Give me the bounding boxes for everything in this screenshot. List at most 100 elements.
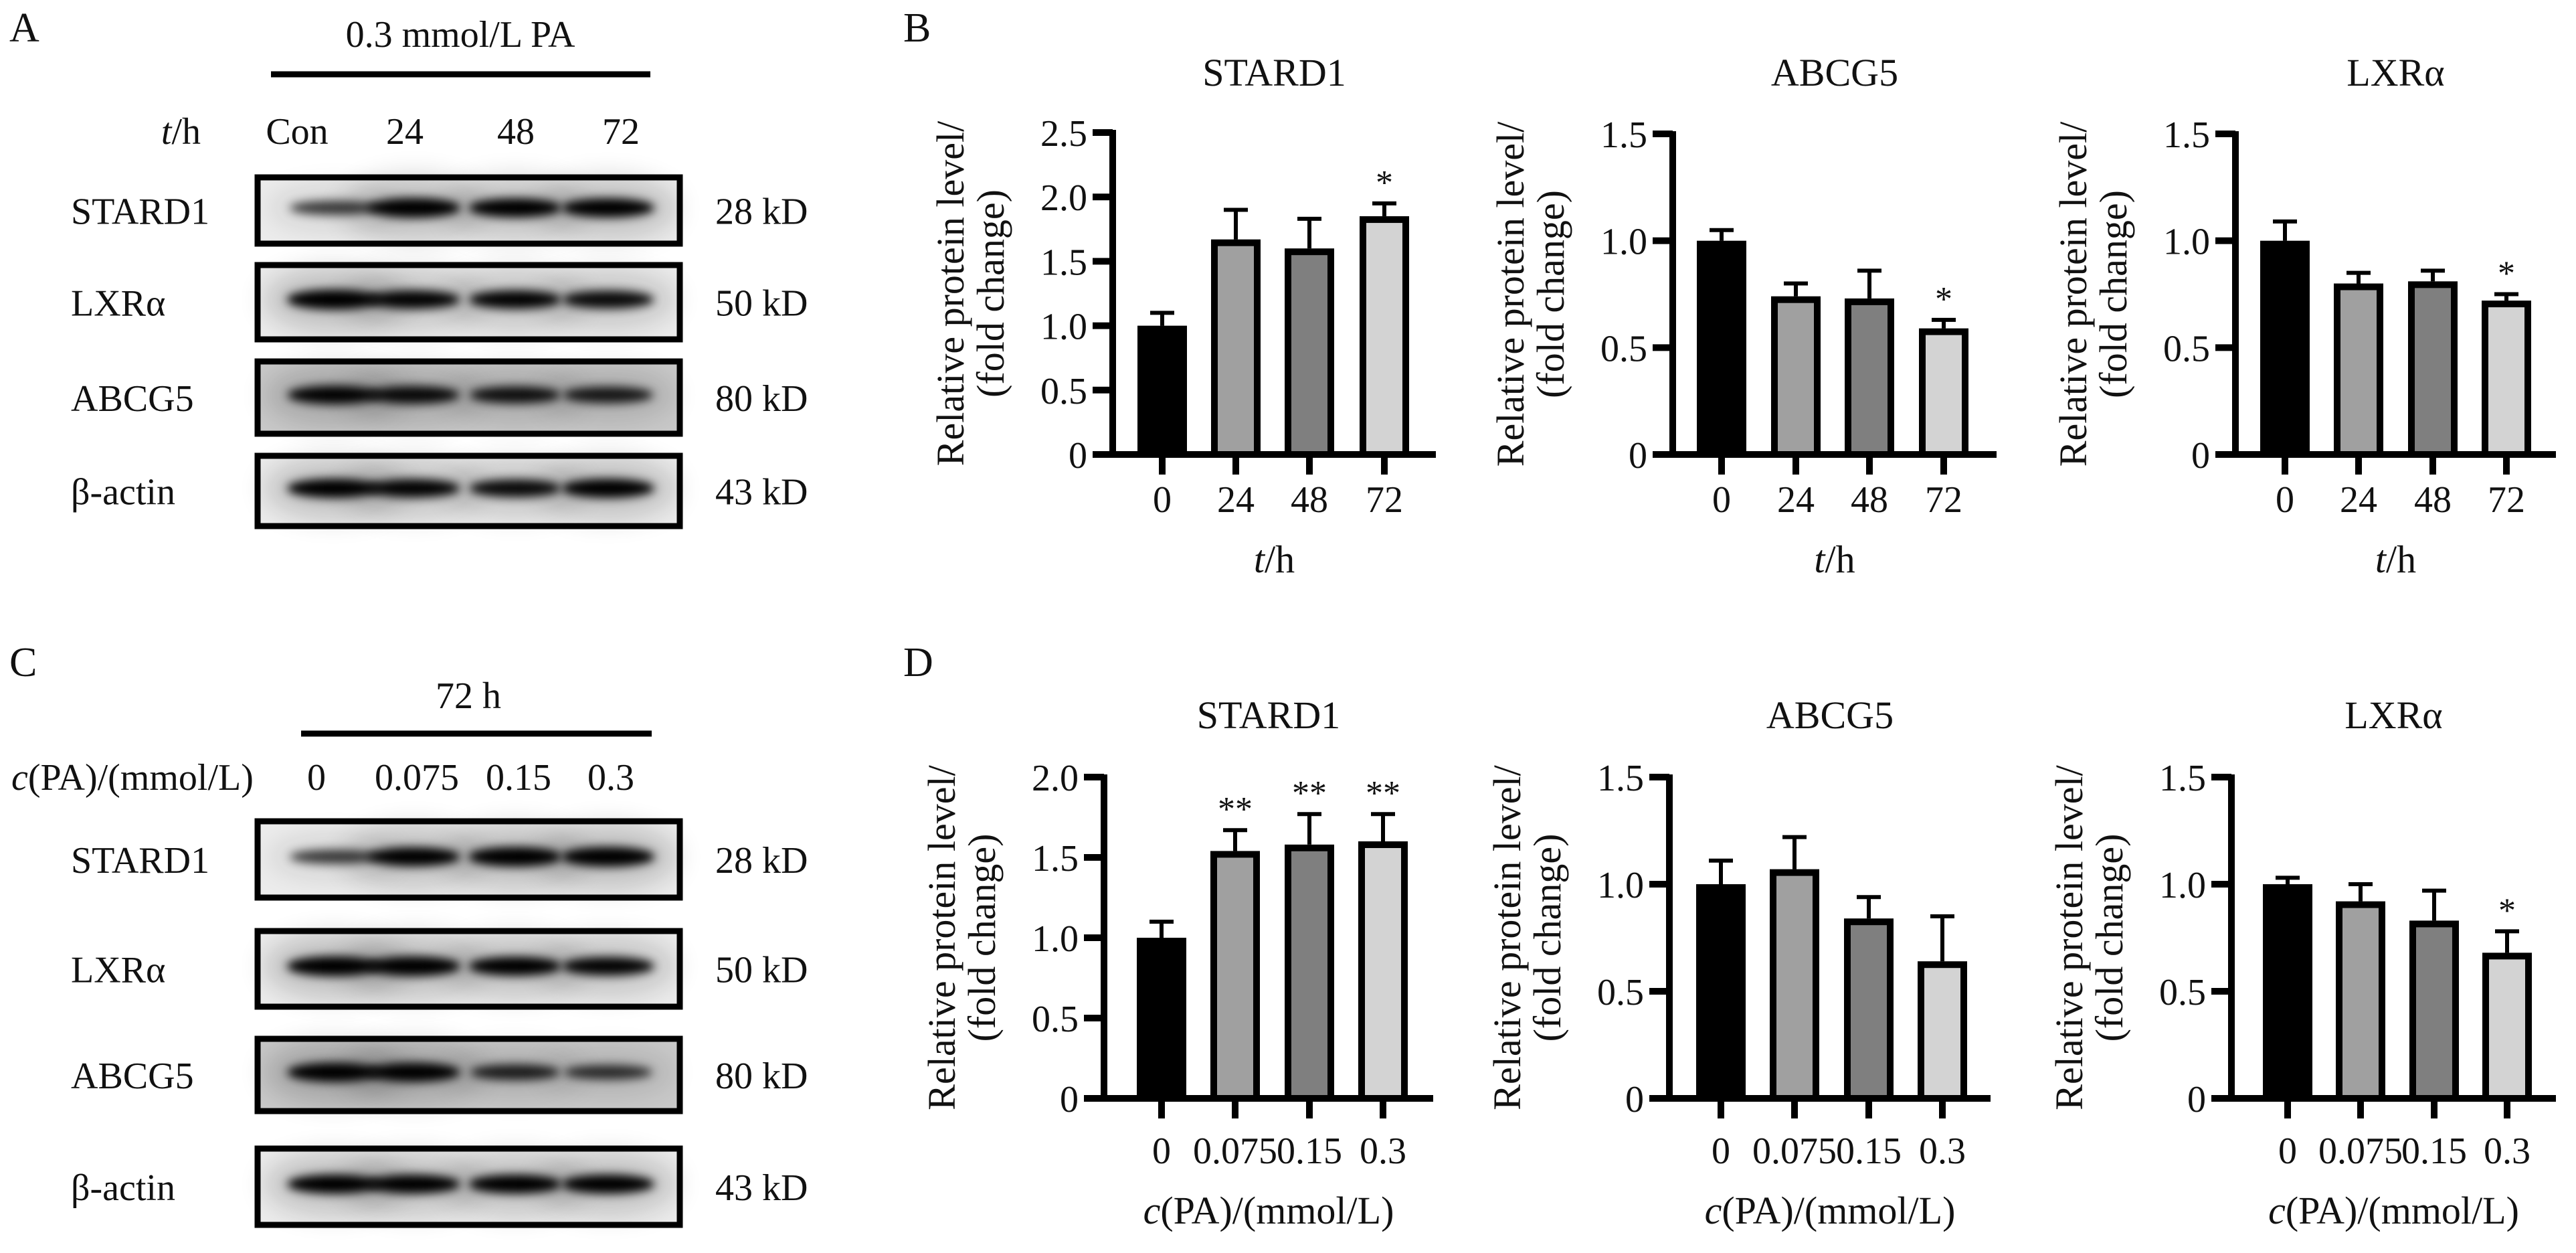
bar [1770, 869, 1819, 1102]
significance-marker: * [2498, 255, 2515, 293]
lane-row-label: t/h [161, 111, 201, 153]
y-axis-title-line: (fold change) [969, 189, 1012, 398]
protein-label: LXRα [71, 283, 165, 325]
y-axis-title: Relative protein level/(fold change) [2051, 121, 2135, 467]
y-tick-label: 0.5 [2163, 328, 2210, 369]
lane-label: 0.3 [587, 757, 634, 799]
protein-band [561, 847, 655, 867]
bar [2482, 952, 2532, 1102]
chart-title: LXRα [2344, 693, 2442, 737]
bar [2334, 283, 2383, 458]
lane-row-label-rest: /h [171, 111, 201, 153]
bar [1360, 216, 1409, 458]
blot-panel-a: 0.3 mmol/L PA t/h Con 24 48 72 STARD1 28 kD LXRα… [71, 14, 808, 529]
x-axis-title-rest: (PA)/(mmol/L) [1160, 1189, 1394, 1232]
protein-band [367, 197, 461, 218]
protein-band [470, 1064, 560, 1080]
y-axis-title-line: Relative protein level/ [1489, 121, 1532, 467]
panel-letter-a: A [9, 5, 39, 51]
bar-chart-b-2: LXRα Relative protein level/(fold change)… [2051, 51, 2556, 581]
panel-letter-d: D [903, 640, 933, 685]
blot-frame [254, 262, 683, 343]
protein-band [561, 1174, 655, 1194]
x-tick-label: 0.075 [2318, 1131, 2403, 1172]
bar [2260, 240, 2310, 458]
protein-band [367, 1062, 460, 1082]
protein-band [468, 847, 562, 867]
significance-marker: ** [1292, 774, 1327, 813]
protein-band [562, 290, 654, 309]
protein-label: ABCG5 [71, 1056, 194, 1097]
y-axis-title-line: Relative protein level/ [2047, 764, 2091, 1110]
x-axis-title: c(PA)/(mmol/L) [1705, 1189, 1956, 1232]
protein-band [367, 956, 461, 977]
lane-row-label-italic: c [11, 757, 28, 799]
molecular-weight-label: 80 kD [715, 378, 808, 420]
x-tick-label: 0 [1153, 479, 1172, 521]
y-tick-label: 0 [2187, 1079, 2206, 1120]
chart-title: STARD1 [1197, 693, 1341, 737]
protein-band [367, 479, 460, 498]
y-tick-label: 1.0 [2163, 222, 2210, 263]
protein-label: β-actin [71, 472, 175, 513]
lane-label: 72 [602, 111, 640, 153]
y-tick-label: 0.5 [1600, 328, 1647, 369]
x-axis-title: t/h [1254, 537, 1295, 581]
blot-frame [254, 452, 683, 529]
y-axis-title: Relative protein level/(fold change) [1489, 121, 1572, 467]
protein-label: STARD1 [71, 840, 209, 882]
protein-band [561, 956, 654, 976]
x-axis-title-italic: c [2268, 1189, 2286, 1232]
protein-label: STARD1 [71, 191, 209, 233]
bar-chart-b-0: STARD1 Relative protein level/(fold chang… [929, 51, 1436, 581]
x-axis-title: c(PA)/(mmol/L) [2268, 1189, 2519, 1232]
blot-panel-c: 72 h c(PA)/(mmol/L) 0 0.075 0.15 0.3 STARD1 28 … [11, 675, 808, 1228]
protein-band [563, 1065, 652, 1080]
bar [2408, 281, 2458, 458]
y-tick-label: 1.5 [1040, 242, 1087, 283]
x-tick-label: 0.15 [2401, 1131, 2467, 1172]
significance-marker: * [2498, 892, 2516, 930]
bar [1285, 844, 1334, 1102]
x-tick-label: 24 [2340, 479, 2377, 521]
western-blot-panels: 0.3 mmol/L PA t/h Con 24 48 72 STARD1 28 kD LXRα… [11, 14, 808, 1228]
molecular-weight-label: 50 kD [715, 283, 808, 325]
y-axis-title-line: (fold change) [2088, 834, 2131, 1042]
blot-frame [254, 1035, 683, 1114]
molecular-weight-label: 43 kD [715, 472, 808, 513]
y-axis-title: Relative protein level/(fold change) [2047, 764, 2131, 1110]
blot-frame [254, 1145, 683, 1228]
x-tick-label: 0 [2278, 1131, 2297, 1172]
y-tick-label: 0.5 [1032, 999, 1079, 1040]
lane-row-label-rest: (PA)/(mmol/L) [28, 757, 254, 799]
x-axis-title-italic: t [2375, 537, 2387, 581]
bar [1771, 296, 1821, 458]
bar [1919, 328, 1968, 458]
bar [1285, 248, 1334, 458]
chart-title: STARD1 [1202, 51, 1346, 94]
significance-marker: ** [1366, 774, 1400, 813]
bar [2336, 901, 2385, 1102]
x-axis-title-italic: t [1814, 537, 1826, 581]
x-tick-label: 48 [2414, 479, 2452, 521]
x-axis-title-rest: (PA)/(mmol/L) [1722, 1189, 1955, 1232]
protein-band [468, 198, 562, 218]
bar [2482, 301, 2531, 458]
treatment-header: 0.3 mmol/L PA [346, 14, 575, 56]
y-tick-label: 0 [1625, 1079, 1644, 1120]
x-tick-label: 72 [2488, 479, 2525, 521]
y-tick-label: 0 [1069, 435, 1087, 477]
protein-band [563, 386, 654, 404]
protein-band [468, 290, 561, 309]
blot-row: ABCG5 80 kD [71, 1035, 808, 1114]
y-axis-title-line: Relative protein level/ [920, 764, 963, 1110]
bar [2409, 920, 2459, 1102]
blot-row: β-actin 43 kD [71, 1145, 808, 1228]
bar [1845, 298, 1894, 458]
blot-row: ABCG5 80 kD [71, 358, 808, 437]
x-tick-label: 0 [2276, 479, 2294, 521]
protein-band [367, 290, 460, 309]
x-axis-title-italic: c [1143, 1189, 1161, 1232]
y-axis-title-line: Relative protein level/ [2051, 121, 2095, 467]
